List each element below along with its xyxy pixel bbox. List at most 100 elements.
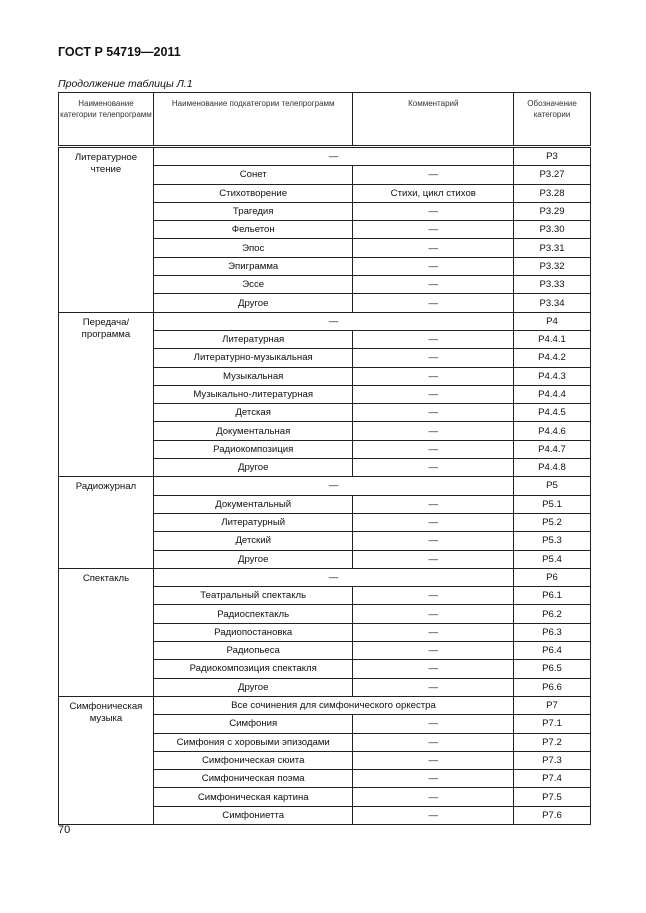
subcategory-cell: Другое	[152, 549, 354, 569]
category-cell: Литературное чтение	[58, 146, 154, 313]
subcategory-cell: Литературная	[152, 329, 354, 350]
table-row: Спектакль — Р6	[58, 567, 591, 697]
comment-cell: —	[352, 531, 515, 551]
code-cell: Р7.5	[513, 787, 591, 807]
table-row: Радиоспектакль — Р6.2	[59, 604, 591, 624]
code-cell: Р3.33	[513, 275, 591, 295]
category-cell: Симфоническая музыка	[58, 695, 154, 825]
table-row: Музыкально-литературная — Р4.4.4	[59, 384, 591, 405]
table-row: Литературно-музыкальная — Р4.4.2	[59, 348, 591, 368]
table-header-row: Наименование категории телепрограмм Наим…	[58, 92, 591, 147]
code-cell: Р3.29	[513, 201, 591, 222]
subcategory-cell: Детская	[152, 403, 354, 423]
code-cell: Р7.1	[513, 714, 591, 734]
comment-cell: —	[352, 366, 515, 386]
code-cell: Р3.34	[513, 293, 591, 313]
code-cell: Р7.6	[513, 805, 591, 825]
table-row: Симфониетта — Р7.6	[59, 805, 591, 825]
comment-cell: —	[352, 750, 515, 771]
subcategory-cell: Стихотворение	[152, 183, 354, 203]
comment-cell: —	[352, 293, 515, 313]
comment-cell: —	[352, 787, 515, 807]
table-row: Театральный спектакль — Р6.1	[59, 586, 591, 606]
subcategory-cell: Другое	[152, 677, 354, 697]
comment-cell: —	[352, 220, 515, 240]
code-cell: Р3.31	[513, 238, 591, 258]
code-cell: Р4.4.8	[513, 458, 591, 478]
group-main-cell: —	[152, 311, 515, 331]
code-cell: Р4.4.6	[513, 421, 591, 441]
subcategory-cell: Симфониетта	[152, 805, 354, 825]
code-cell: Р4.4.5	[513, 403, 591, 423]
subcategory-cell: Документальный	[152, 494, 354, 514]
category-cell: Радиожурнал	[58, 476, 154, 569]
subcategory-cell: Музыкальная	[152, 366, 354, 386]
subcategory-cell: Радиопьеса	[152, 641, 354, 661]
table-row: Симфоническая поэма — Р7.4	[59, 769, 591, 789]
comment-cell: —	[352, 732, 515, 752]
code-cell: Р6.4	[513, 641, 591, 661]
code-cell: Р5.4	[513, 549, 591, 569]
header-comment: Комментарий	[352, 92, 515, 147]
subcategory-cell: Эпос	[152, 238, 354, 258]
code-cell: Р6.3	[513, 622, 591, 643]
subcategory-cell: Симфония	[152, 714, 354, 734]
comment-cell: —	[352, 805, 515, 825]
code-cell: Р7.2	[513, 732, 591, 752]
comment-cell: —	[352, 494, 515, 514]
table-row: Трагедия — Р3.29	[59, 201, 591, 222]
code-cell: Р7.3	[513, 750, 591, 771]
code-cell: Р3.30	[513, 220, 591, 240]
code-cell: Р7.4	[513, 769, 591, 789]
code-cell: Р4.4.1	[513, 329, 591, 350]
code-cell: Р5.3	[513, 531, 591, 551]
code-cell: Р6.1	[513, 586, 591, 606]
category-table: Наименование категории телепрограмм Наим…	[58, 92, 591, 825]
group-main-cell: Все сочинения для симфонического оркестр…	[152, 695, 515, 716]
code-cell: Р4.4.7	[513, 439, 591, 460]
code-cell: Р6.5	[513, 659, 591, 679]
comment-cell: —	[352, 165, 515, 185]
table-row: Документальный — Р5.1	[59, 494, 591, 514]
subcategory-cell: Симфоническая поэма	[152, 769, 354, 789]
comment-cell: —	[352, 586, 515, 606]
subcategory-cell: Эссе	[152, 275, 354, 295]
table-row: Фельетон — Р3.30	[59, 220, 591, 240]
code-cell: Р5	[513, 476, 591, 496]
comment-cell: —	[352, 677, 515, 697]
header-subcategory: Наименование подкатегории телепрограмм	[152, 92, 354, 147]
subcategory-cell: Музыкально-литературная	[152, 384, 354, 405]
subcategory-cell: Радиопостановка	[152, 622, 354, 643]
comment-cell: —	[352, 329, 515, 350]
code-cell: Р7	[513, 695, 591, 716]
code-cell: Р3	[513, 145, 591, 167]
code-cell: Р3.28	[513, 183, 591, 203]
subcategory-cell: Симфоническая сюита	[152, 750, 354, 771]
table-row: Сонет — Р3.27	[59, 165, 591, 185]
comment-cell: —	[352, 439, 515, 460]
header-code: Обозначение категории	[513, 92, 591, 147]
subcategory-cell: Театральный спектакль	[152, 586, 354, 606]
table-row: Передача/ программа — Р4	[58, 311, 591, 478]
comment-cell: —	[352, 769, 515, 789]
subcategory-cell: Симфоническая картина	[152, 787, 354, 807]
subcategory-cell: Другое	[152, 458, 354, 478]
subcategory-cell: Документальная	[152, 421, 354, 441]
comment-cell: —	[352, 549, 515, 569]
subcategory-cell: Литературный	[152, 512, 354, 533]
code-cell: Р3.27	[513, 165, 591, 185]
table-caption: Продолжение таблицы Л.1	[58, 78, 193, 90]
table-row: Детская — Р4.4.5	[59, 403, 591, 423]
code-cell: Р3.32	[513, 256, 591, 277]
subcategory-cell: Другое	[152, 293, 354, 313]
comment-cell: —	[352, 659, 515, 679]
subcategory-cell: Эпиграмма	[152, 256, 354, 277]
table-row: Музыкальная — Р4.4.3	[59, 366, 591, 386]
code-cell: Р4.4.4	[513, 384, 591, 405]
table-row: Другое — Р3.34	[59, 293, 591, 313]
subcategory-cell: Радиокомпозиция спектакля	[152, 659, 354, 679]
category-cell: Спектакль	[58, 567, 154, 697]
code-cell: Р6.2	[513, 604, 591, 624]
code-cell: Р6.6	[513, 677, 591, 697]
subcategory-cell: Фельетон	[152, 220, 354, 240]
